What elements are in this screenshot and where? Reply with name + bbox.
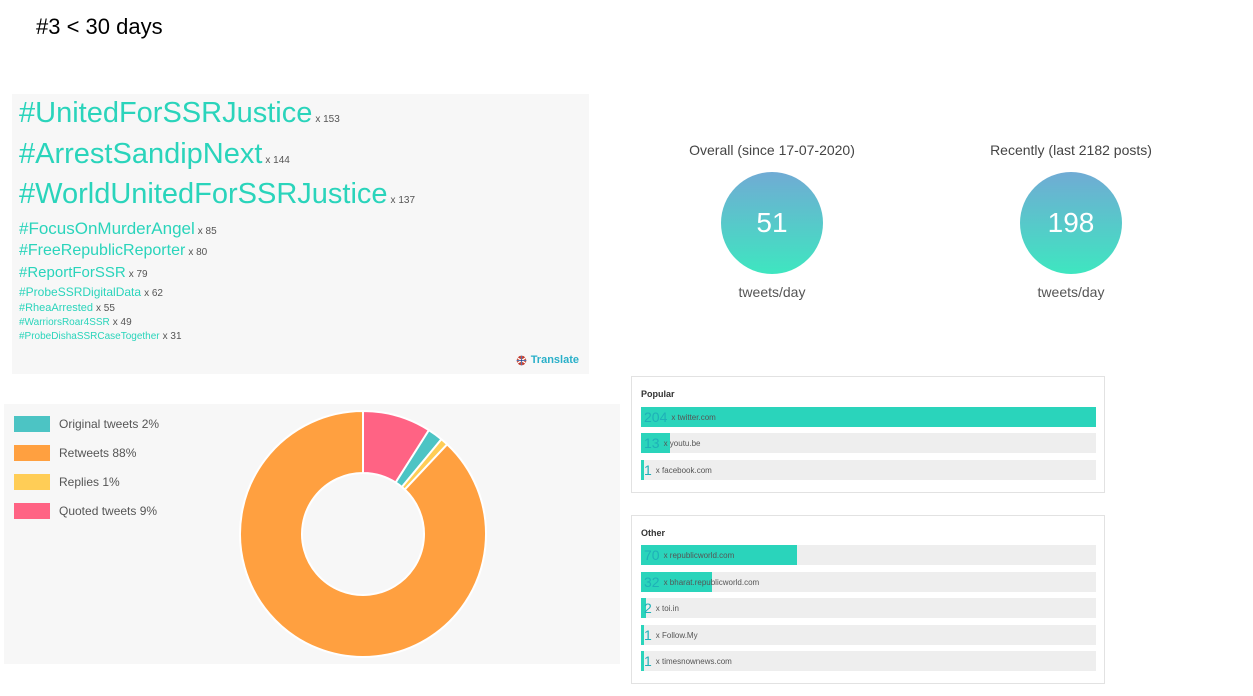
- hashtag-count: x 55: [96, 303, 115, 314]
- domain-count: 70: [644, 547, 660, 563]
- hashtag-link[interactable]: #FreeRepublicReporter: [19, 242, 186, 259]
- domain-bar-fill: [641, 407, 1096, 427]
- stat-overall-unit: tweets/day: [738, 284, 806, 300]
- hashtag-link[interactable]: #WarriorsRoar4SSR: [19, 317, 110, 328]
- translate-label: Translate: [530, 354, 579, 366]
- domain-bar-fill: [641, 433, 671, 453]
- stat-recent: Recently (last 2182 posts) 198 tweets/da…: [951, 142, 1191, 300]
- hashtag-item: #ProbeSSRDigitalData x 62: [19, 286, 415, 299]
- domain-count: 1: [644, 627, 652, 643]
- domain-name: x twitter.com: [671, 412, 716, 422]
- stat-recent-circle: 198: [1020, 172, 1122, 274]
- domain-name: x toi.in: [655, 603, 679, 613]
- hashtag-link[interactable]: #ArrestSandipNext: [19, 138, 263, 170]
- hashtag-item: #FocusOnMurderAngel x 85: [19, 220, 415, 237]
- page-heading: #3 < 30 days: [36, 14, 163, 39]
- globe-icon: [516, 355, 527, 366]
- domain-count: 2: [644, 600, 652, 616]
- hashtag-link[interactable]: #UnitedForSSRJustice: [19, 97, 313, 129]
- domain-bar[interactable]: 13 x youtu.be: [641, 433, 1096, 453]
- other-domains-card: Other 70 x republicworld.com 32 x bharat.r…: [631, 515, 1105, 684]
- translate-link[interactable]: Translate: [516, 354, 579, 366]
- other-title: Other: [641, 528, 666, 538]
- hashtag-list: #UnitedForSSRJustice x 153 #ArrestSandipN…: [19, 97, 415, 342]
- domain-bar[interactable]: 70 x republicworld.com: [641, 545, 1096, 565]
- domain-bar-fill: [641, 572, 713, 592]
- hashtag-link[interactable]: #ProbeSSRDigitalData: [19, 285, 142, 299]
- stat-recent-title: Recently (last 2182 posts): [990, 142, 1152, 158]
- domain-count: 204: [644, 409, 668, 425]
- tweet-type-legend: Original tweets 2% Retweets 88% Replies …: [14, 416, 159, 532]
- legend-label: Replies 1%: [59, 475, 120, 489]
- hashtag-count: x 80: [188, 247, 208, 258]
- hashtag-count: x 31: [162, 331, 182, 342]
- legend-label: Quoted tweets 9%: [59, 504, 158, 518]
- legend-item[interactable]: Quoted tweets 9%: [14, 503, 159, 519]
- hashtag-link[interactable]: #RheaArrested: [19, 302, 93, 314]
- domain-bar-fill: [641, 625, 644, 645]
- domain-count: 32: [644, 574, 660, 590]
- hashtag-count: x 144: [265, 155, 290, 166]
- hashtag-link[interactable]: #ReportForSSR: [19, 264, 126, 281]
- tweet-type-donut: [239, 409, 487, 658]
- popular-title: Popular: [641, 389, 675, 399]
- hashtag-item: #RheaArrested x 55: [19, 303, 415, 314]
- domain-name: x Follow.My: [655, 630, 698, 640]
- domain-name: x republicworld.com: [663, 550, 735, 560]
- stat-recent-value: 198: [1047, 207, 1095, 238]
- domain-name: x bharat.republicworld.com: [663, 577, 760, 587]
- legend-label: Original tweets 2%: [59, 417, 160, 431]
- hashtag-item: #UnitedForSSRJustice x 153: [19, 99, 415, 128]
- hashtag-item: #ProbeDishaSSRCaseTogether x 31: [19, 332, 415, 342]
- domain-count: 13: [644, 435, 660, 451]
- domain-bar-fill: [641, 545, 798, 565]
- hashtag-item: #ReportForSSR x 79: [19, 265, 415, 280]
- domain-bar[interactable]: 32 x bharat.republicworld.com: [641, 572, 1096, 592]
- hashtag-link[interactable]: #ProbeDishaSSRCaseTogether: [19, 331, 160, 342]
- stat-overall-value: 51: [756, 207, 788, 238]
- hashtag-panel: #UnitedForSSRJustice x 153 #ArrestSandipN…: [12, 94, 589, 374]
- hashtag-count: x 62: [144, 288, 163, 299]
- hashtag-count: x 79: [128, 269, 148, 280]
- domain-bar[interactable]: 204 x twitter.com: [641, 407, 1096, 427]
- domain-count: 1: [644, 462, 652, 478]
- domain-bar-fill: [641, 460, 644, 480]
- donut-slice-retweets[interactable]: [239, 409, 487, 658]
- legend-label: Retweets 88%: [59, 446, 137, 460]
- stat-overall: Overall (since 17-07-2020) 51 tweets/day: [652, 142, 892, 300]
- hashtag-item: #WarriorsRoar4SSR x 49: [19, 318, 415, 328]
- legend-swatch: [14, 445, 50, 461]
- tweet-type-panel: Original tweets 2% Retweets 88% Replies …: [4, 404, 620, 664]
- domain-name: x youtu.be: [663, 438, 701, 448]
- legend-swatch: [14, 416, 50, 432]
- domain-name: x timesnownews.com: [655, 656, 732, 666]
- domain-name: x facebook.com: [655, 465, 712, 475]
- stat-overall-title: Overall (since 17-07-2020): [689, 142, 855, 158]
- hashtag-item: #WorldUnitedForSSRJustice x 137: [19, 180, 415, 209]
- legend-swatch: [14, 503, 50, 519]
- hashtag-link[interactable]: #WorldUnitedForSSRJustice: [19, 178, 388, 210]
- hashtag-count: x 49: [112, 317, 132, 328]
- domain-count: 1: [644, 653, 652, 669]
- legend-swatch: [14, 474, 50, 490]
- legend-item[interactable]: Retweets 88%: [14, 445, 159, 461]
- domain-bar-fill: [641, 651, 644, 671]
- hashtag-item: #FreeRepublicReporter x 80: [19, 243, 415, 259]
- stat-recent-unit: tweets/day: [1037, 284, 1105, 300]
- hashtag-count: x 153: [315, 114, 340, 125]
- hashtag-count: x 137: [390, 195, 416, 206]
- legend-item[interactable]: Original tweets 2%: [14, 416, 159, 432]
- domain-bar-fill: [641, 598, 646, 618]
- hashtag-count: x 85: [197, 226, 217, 237]
- stat-overall-circle: 51: [721, 172, 823, 274]
- hashtag-item: #ArrestSandipNext x 144: [19, 140, 415, 169]
- legend-item[interactable]: Replies 1%: [14, 474, 159, 490]
- hashtag-link[interactable]: #FocusOnMurderAngel: [19, 219, 195, 238]
